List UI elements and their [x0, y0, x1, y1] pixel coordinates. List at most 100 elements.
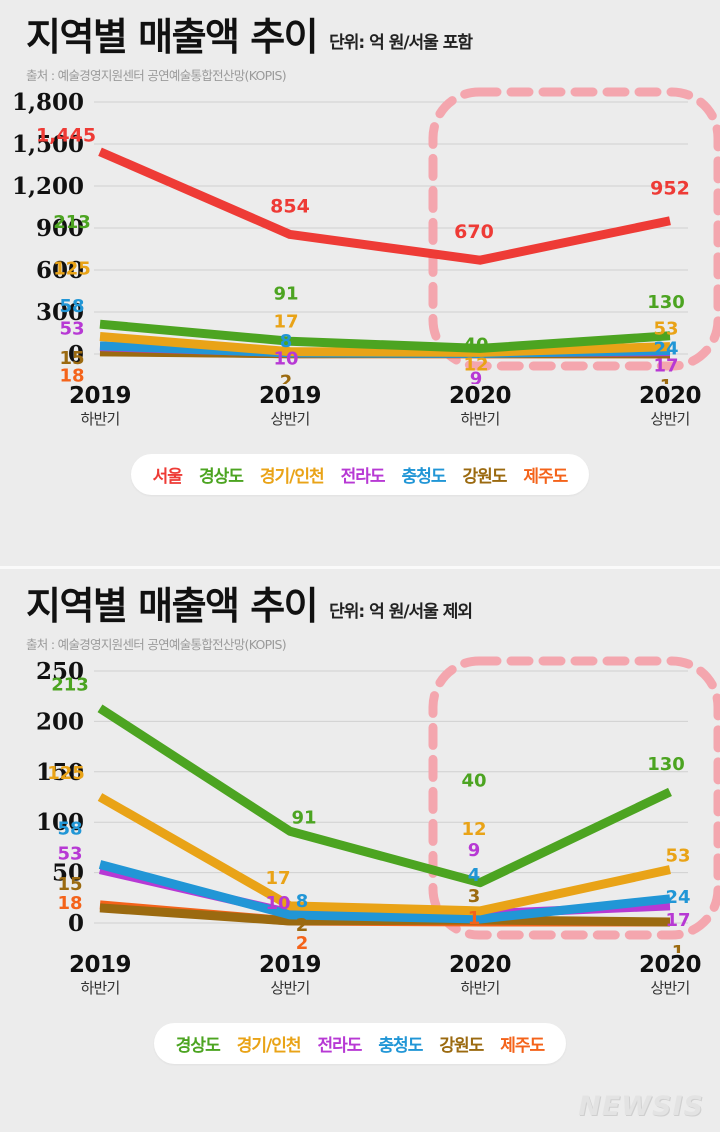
y-axis-tick: 100	[36, 809, 84, 836]
panel-divider	[0, 566, 720, 569]
data-label-강원도: 15	[57, 874, 82, 895]
y-axis-tick: 1,200	[12, 173, 84, 200]
highlight-region-2020	[428, 87, 720, 371]
x-axis-half: 하반기	[460, 409, 500, 428]
newsis-watermark: NEWSIS	[578, 1091, 704, 1122]
series-line-경상도	[99, 319, 671, 353]
data-label-서울: 1,445	[36, 125, 96, 147]
data-label-경기/인천: 53	[653, 318, 678, 339]
chart-panel-seoul-excluded: 지역별 매출액 추이 단위: 억 원/서울 제외 출처 : 예술경영지원센터 공…	[0, 569, 720, 1132]
unit-note: 단위: 억 원/서울 제외	[329, 601, 473, 622]
y-axis-tick: 200	[36, 708, 84, 735]
x-axis-year: 2020	[448, 951, 512, 978]
chart-panel-seoul-included: 지역별 매출액 추이 단위: 억 원/서울 포함 출처 : 예술경영지원센터 공…	[0, 15, 720, 495]
data-label-충청도: 8	[280, 331, 293, 352]
data-label-강원도: 3	[468, 886, 481, 907]
data-label-서울: 952	[650, 178, 690, 200]
x-axis-year: 2019	[258, 951, 322, 978]
series-line-경기/인천	[99, 331, 671, 357]
data-label-경기/인천: 125	[47, 763, 85, 784]
legend-item-경상도[interactable]: 경상도	[175, 1035, 221, 1056]
x-axis-year: 2019	[68, 382, 132, 409]
x-axis-tick-1: 2019 상반기	[230, 382, 350, 429]
x-axis-half: 상반기	[650, 978, 690, 997]
x-axis-labels: 2019 하반기 2019 상반기 2020 하반기 2020 상반기	[0, 951, 720, 1015]
y-axis-tick: 300	[36, 299, 84, 326]
x-axis-half: 하반기	[80, 978, 120, 997]
data-label-충청도: 58	[59, 296, 84, 317]
data-label-제주도: 2	[296, 933, 309, 953]
data-label-전라도: 17	[665, 910, 690, 931]
legend-item-서울[interactable]: 서울	[152, 466, 183, 487]
data-label-경상도: 130	[647, 292, 685, 313]
x-axis-tick-2: 2020 하반기	[420, 382, 540, 429]
data-label-전라도: 17	[653, 356, 678, 377]
data-label-제주도: 1	[468, 908, 481, 929]
x-axis-labels: 2019 하반기 2019 상반기 2020 하반기 2020 상반기	[0, 382, 720, 446]
source-note: 출처 : 예술경영지원센터 공연예술통합전산망(KOPIS)	[26, 67, 287, 83]
page-title: 지역별 매출액 추이	[26, 15, 319, 59]
data-label-전라도: 9	[468, 840, 481, 861]
data-label-경기/인천: 125	[53, 258, 91, 279]
panel-header: 지역별 매출액 추이 단위: 억 원/서울 제외 출처 : 예술경영지원센터 공…	[0, 569, 720, 653]
x-axis-tick-2: 2020 하반기	[420, 951, 540, 998]
series-line-경기/인천	[97, 792, 671, 916]
x-axis-tick-1: 2019 상반기	[230, 951, 350, 998]
data-label-전라도: 53	[59, 318, 84, 339]
source-note: 출처 : 예술경영지원센터 공연예술통합전산망(KOPIS)	[26, 636, 287, 652]
x-axis-tick-3: 2020 상반기	[610, 382, 720, 429]
data-label-강원도: 15	[59, 348, 84, 369]
chart-legend: 경상도 경기/인천 전라도 충청도 강원도 제주도	[153, 1022, 567, 1064]
data-label-경상도: 213	[51, 674, 89, 695]
data-label-충청도: 24	[665, 887, 690, 908]
data-label-전라도: 10	[265, 893, 290, 914]
y-axis-tick: 900	[36, 215, 84, 242]
legend-item-충청도[interactable]: 충청도	[378, 1035, 423, 1056]
x-axis-year: 2020	[638, 951, 702, 978]
data-label-경상도: 40	[463, 334, 488, 355]
x-axis-year: 2020	[448, 382, 512, 409]
x-axis-half: 상반기	[650, 409, 690, 428]
line-chart-seoul-excluded: 0 50 100 150 200 250 213 91 40 130 125 17 12 53 58 8 4 24…	[0, 653, 720, 953]
data-label-경상도: 40	[461, 771, 486, 792]
legend-item-제주도[interactable]: 제주도	[523, 466, 568, 487]
data-label-전라도: 10	[273, 348, 298, 369]
data-label-경기/인천: 17	[265, 868, 290, 889]
legend-item-충청도[interactable]: 충청도	[401, 466, 447, 487]
legend-item-강원도[interactable]: 강원도	[439, 1035, 484, 1056]
data-label-경상도: 213	[53, 212, 91, 233]
series-line-충청도	[98, 860, 671, 924]
data-label-강원도: 1	[660, 376, 673, 384]
x-axis-tick-0: 2019 하반기	[40, 951, 160, 998]
data-label-강원도: 2	[280, 372, 293, 384]
x-axis-half: 하반기	[460, 978, 500, 997]
legend-item-제주도[interactable]: 제주도	[500, 1035, 545, 1056]
legend-item-강원도[interactable]: 강원도	[462, 466, 507, 487]
data-label-충청도: 58	[57, 818, 82, 839]
data-label-경상도: 91	[291, 807, 316, 828]
data-label-경기/인천: 12	[463, 354, 488, 375]
x-axis-year: 2019	[68, 951, 132, 978]
series-line-경상도	[97, 704, 672, 888]
y-axis-tick: 1,500	[12, 131, 84, 158]
chart-legend: 서울 경상도 경기/인천 전라도 충청도 강원도 제주도	[130, 453, 590, 495]
legend-item-경상도[interactable]: 경상도	[198, 466, 244, 487]
x-axis-half: 상반기	[270, 978, 310, 997]
x-axis-year: 2019	[258, 382, 322, 409]
legend-item-경기/인천[interactable]: 경기/인천	[236, 1035, 302, 1056]
legend-item-전라도[interactable]: 전라도	[317, 1035, 363, 1056]
data-label-서울: 670	[454, 221, 494, 243]
data-label-경기/인천: 53	[665, 845, 690, 866]
data-label-서울: 854	[270, 195, 310, 217]
y-axis-tick: 50	[52, 859, 84, 886]
x-axis-year: 2020	[638, 382, 702, 409]
legend-item-전라도[interactable]: 전라도	[340, 466, 386, 487]
y-axis-tick: 250	[36, 658, 84, 685]
line-chart-seoul-included: 0 300 600 900 1,200 1,500 1,800 1,445 854 670 952 2…	[0, 84, 720, 384]
legend-item-경기/인천[interactable]: 경기/인천	[259, 466, 325, 487]
chart-canvas: 0 300 600 900 1,200 1,500 1,800 1,445 854 670 952 2…	[12, 87, 720, 384]
data-label-충청도: 24	[653, 339, 678, 360]
data-label-경기/인천: 17	[273, 312, 298, 333]
y-axis-tick: 150	[36, 759, 84, 786]
x-axis-tick-0: 2019 하반기	[40, 382, 160, 429]
